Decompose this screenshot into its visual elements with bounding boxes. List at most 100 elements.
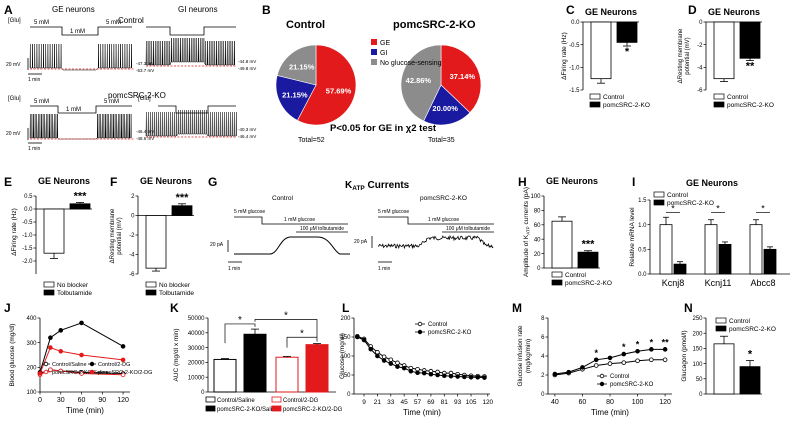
legend-marker bbox=[43, 369, 49, 375]
legend-label: Control bbox=[727, 94, 749, 101]
bar-no-blocker bbox=[145, 215, 167, 269]
data-point bbox=[662, 357, 668, 363]
spike-trace bbox=[29, 43, 133, 71]
bar-pomcsrc-2-ko bbox=[616, 21, 638, 43]
significance-marker: *** bbox=[74, 191, 88, 203]
legend-label: Control bbox=[603, 94, 625, 101]
y-tick-label: 0 bbox=[699, 20, 703, 26]
chart-c: C GE Neurons -1.5 -1.0 -0.5 0.0 * ControlpomcSR… bbox=[561, 3, 650, 109]
x-tick-label: 40 bbox=[551, 399, 559, 406]
gi-ctrl-v1: -44.8 mV bbox=[238, 59, 256, 64]
panel-title: GE Neurons bbox=[708, 7, 760, 17]
legend-swatch bbox=[653, 199, 665, 206]
a-control-label: Control bbox=[118, 16, 144, 25]
data-point bbox=[649, 357, 654, 363]
data-point bbox=[662, 347, 668, 352]
scale-t-ko: 1 min bbox=[28, 146, 40, 152]
y-tick-label: 0 bbox=[131, 214, 135, 220]
data-point bbox=[482, 375, 487, 380]
legend-marker bbox=[43, 361, 49, 367]
significance-marker: * bbox=[761, 203, 765, 213]
g-ko-5mm: 5 mM glucose bbox=[378, 209, 409, 215]
legend-label: pomcSRC-2-KO bbox=[610, 382, 654, 388]
y-axis-label: Glucagon (pmol/l) bbox=[681, 330, 688, 381]
data-point bbox=[388, 357, 394, 363]
legend-label: Control/2-DG bbox=[98, 362, 130, 368]
panel-g-letter: G bbox=[208, 175, 217, 189]
data-point bbox=[79, 352, 84, 358]
data-point bbox=[58, 348, 64, 354]
panel-letter: H bbox=[518, 175, 527, 189]
ge-ctrl-protocol bbox=[30, 26, 132, 36]
legend-label: Control/Saline bbox=[52, 362, 87, 368]
data-point bbox=[462, 374, 467, 380]
ge-ctrl-5mm-a: 5 mM bbox=[34, 20, 49, 26]
legend-label: pomcSRC-2-KO bbox=[428, 330, 472, 336]
y-tick-label: 30000 bbox=[188, 346, 205, 352]
x-tick-label: Abcc8 bbox=[750, 278, 775, 288]
data-point bbox=[593, 363, 599, 368]
y-tick-label: 150 bbox=[340, 335, 351, 341]
x-tick-label: 80 bbox=[606, 399, 614, 406]
ge-ko-1mm: 1 mM bbox=[66, 107, 81, 113]
legend-label: pomcSRC-2-KO/2-DG bbox=[283, 407, 343, 413]
legend-label: Control bbox=[729, 318, 751, 325]
legend-label: Control/2-DG bbox=[283, 398, 319, 404]
data-point bbox=[375, 353, 380, 359]
significance-marker: * bbox=[671, 203, 675, 213]
data-point bbox=[593, 357, 599, 363]
y-axis-label: Amplitude of KATP currents (pA) bbox=[523, 187, 531, 277]
data-point bbox=[120, 344, 126, 349]
gi-ko-v2: -46.4 mV bbox=[238, 134, 256, 139]
y-axis-label: potential (mV) bbox=[685, 37, 691, 74]
gi-ctrl-spikes bbox=[145, 37, 236, 66]
y-tick-label: 40 bbox=[534, 237, 541, 243]
y-tick-label: -2.0 bbox=[22, 259, 33, 265]
katp-title: KATP Currents bbox=[345, 180, 410, 192]
y-axis-label: ΔResting membrane bbox=[678, 28, 684, 83]
legend-swatch bbox=[589, 93, 601, 100]
x-tick-label: 100 bbox=[632, 399, 644, 406]
legend-label: pomcSRC-2-KO/2-DG bbox=[98, 370, 152, 376]
ge-ko-5mm-a: 5 mM bbox=[34, 99, 49, 105]
bar-pomcsrc-2-ko bbox=[739, 366, 761, 395]
legend-label: Control bbox=[610, 374, 629, 380]
y-tick-label: 100 bbox=[26, 390, 37, 396]
y-tick-label: 0 bbox=[699, 392, 703, 398]
y-tick-label: 80 bbox=[534, 209, 541, 215]
panel-title: GE Neurons bbox=[585, 7, 637, 17]
pie-ko-total: Total=35 bbox=[428, 137, 455, 144]
y-tick-label: 200 bbox=[26, 366, 37, 372]
panel-title: GE Neurons bbox=[686, 178, 738, 188]
katp-title-k: K bbox=[345, 180, 353, 191]
data-point bbox=[607, 355, 613, 361]
g-ko-label: pomcSRC-2-KO bbox=[420, 195, 467, 202]
significance-marker: * bbox=[284, 311, 288, 322]
y-tick-label: 0 bbox=[201, 390, 205, 396]
significance-marker: * bbox=[636, 339, 640, 349]
katp-title-sub: ATP bbox=[352, 185, 365, 192]
significance-marker: * bbox=[625, 46, 630, 58]
data-point bbox=[79, 320, 84, 326]
legend-label: Tolbutamide bbox=[159, 290, 194, 297]
x-tick-label: 93 bbox=[454, 399, 462, 406]
significance-marker: ** bbox=[662, 337, 670, 347]
legend-gi: GI bbox=[380, 50, 387, 57]
g-scale-i-ko: 20 pA bbox=[354, 239, 368, 245]
y-tick-label: -1.5 bbox=[22, 246, 33, 252]
ge-ctrl-v1: -47.3 mV bbox=[136, 61, 154, 66]
data-point bbox=[468, 374, 474, 380]
y-tick-label: -4 bbox=[129, 253, 135, 259]
legend-label: Control bbox=[428, 322, 447, 328]
g-scale-t-ctrl: 1 min bbox=[228, 266, 240, 272]
a-ko-label: pomcSRC-2-KO bbox=[108, 91, 166, 100]
y-tick-label: 50000 bbox=[188, 316, 205, 322]
x-axis-label: Time (min) bbox=[403, 408, 441, 417]
y-tick-label: -0.5 bbox=[569, 43, 580, 49]
significance-marker: * bbox=[748, 349, 753, 361]
ge-ctrl-5mm-b: 5 mM bbox=[106, 20, 121, 26]
data-point bbox=[388, 361, 394, 366]
legend-label: No blocker bbox=[159, 282, 191, 289]
ge-ko-spikes bbox=[29, 113, 132, 140]
